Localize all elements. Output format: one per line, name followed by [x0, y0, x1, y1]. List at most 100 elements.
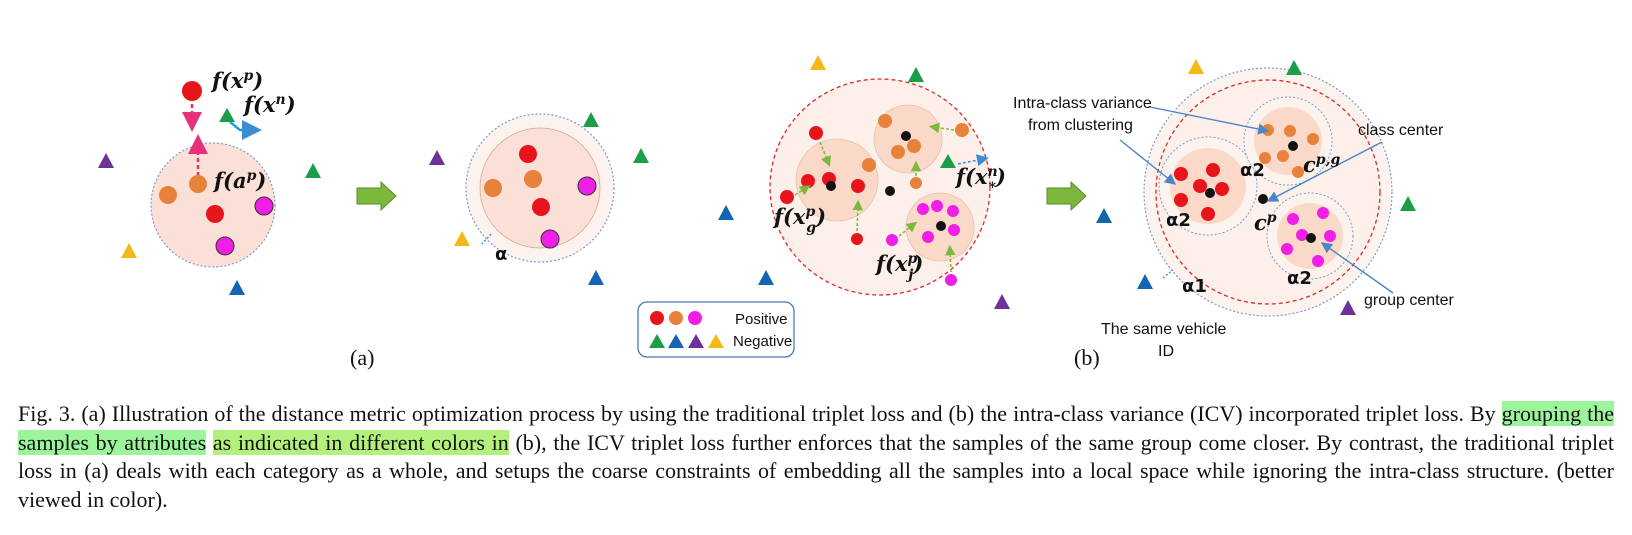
callout-arrow — [1320, 242, 1394, 294]
sample-orange — [955, 123, 969, 137]
group-center — [901, 131, 911, 141]
caption-highlight: as indicated in different colors in — [212, 429, 509, 455]
sample-red — [1206, 163, 1220, 177]
label-class-center: class center — [1358, 122, 1444, 139]
sample-red — [1215, 182, 1229, 196]
legend: Positive Negative — [637, 301, 795, 358]
pull-arrow — [898, 221, 918, 237]
sample-magenta — [1281, 243, 1293, 255]
label-alpha2: α2 — [1287, 268, 1312, 289]
callout-arrow — [1149, 106, 1270, 135]
sample-red — [1174, 193, 1188, 207]
label-f-xj: f(xp j) — [874, 251, 923, 283]
sample-red — [851, 179, 865, 193]
class-region — [150, 142, 276, 268]
sample-orange — [907, 139, 921, 153]
negative-green — [583, 112, 599, 127]
class-center — [1258, 194, 1268, 204]
caption-text — [206, 430, 213, 455]
sample-orange — [1292, 166, 1304, 178]
legend-red-dot — [650, 311, 664, 325]
negative-yellow — [121, 243, 137, 258]
sample-magenta — [931, 200, 943, 212]
negative-purple — [98, 153, 114, 168]
negative-blue — [1137, 274, 1153, 289]
sample-orange — [878, 114, 892, 128]
transition-arrow — [1046, 180, 1087, 212]
group-center — [826, 181, 836, 191]
label-f-xstar: f(xn *) — [954, 164, 1006, 196]
legend-magenta-dot — [688, 311, 702, 325]
negative-blue — [758, 270, 774, 285]
label-intra-class-line2: from clustering — [1028, 117, 1133, 134]
negative-yellow — [1188, 59, 1204, 74]
sample-red — [1193, 179, 1207, 193]
positive-magenta — [540, 229, 560, 249]
sample-magenta — [922, 231, 934, 243]
sample-orange — [1259, 152, 1271, 164]
legend-yellow-tri — [708, 334, 724, 348]
sample-magenta — [1296, 229, 1308, 241]
negative-purple — [1340, 300, 1356, 315]
group-center — [936, 221, 946, 231]
label-c-pg: cp,g — [1303, 152, 1340, 177]
positive-red — [532, 198, 550, 216]
positive-red — [519, 145, 537, 163]
label-alpha: α — [495, 244, 507, 265]
sample-red — [1201, 207, 1215, 221]
negative-green — [305, 163, 321, 178]
anchor-orange — [189, 175, 207, 193]
sample-magenta — [1324, 230, 1336, 242]
label-f-xp: f(xp) — [210, 68, 263, 93]
legend-negative: Negative — [733, 333, 792, 350]
positive-sample-red — [182, 81, 202, 101]
group-center — [1288, 141, 1298, 151]
negative-purple — [994, 294, 1010, 309]
sample-orange — [862, 158, 876, 172]
label-alpha1: α1 — [1182, 276, 1207, 297]
sample-orange — [1307, 133, 1319, 145]
positive-magenta — [215, 236, 235, 256]
label-same-vehicle-line2: ID — [1158, 343, 1174, 360]
sample-magenta — [886, 234, 898, 246]
positive-magenta — [254, 196, 274, 216]
callout-arrow — [1119, 139, 1177, 185]
positive-red — [206, 205, 224, 223]
negative-yellow — [810, 55, 826, 70]
sample-magenta — [917, 203, 929, 215]
sample-red — [780, 190, 794, 204]
panel-b-after: Intra-class variance from clustering cla… — [1013, 59, 1455, 360]
positive-orange — [159, 186, 177, 204]
sample-red — [801, 174, 815, 188]
push-arrow — [229, 120, 262, 140]
pull-arrow — [819, 141, 831, 167]
positive-orange — [524, 170, 542, 188]
panel-a-before: f(xp) f(xn) f(ap) — [98, 68, 321, 295]
transition-arrow — [356, 180, 397, 212]
figure-caption: Fig. 3. (a) Illustration of the distance… — [18, 400, 1614, 514]
caption-text: (b), the ICV triplet loss further enforc… — [18, 429, 1615, 512]
sample-orange — [1277, 150, 1289, 162]
label-alpha2: α2 — [1166, 210, 1191, 231]
negative-blue — [588, 270, 604, 285]
sample-magenta — [1317, 207, 1329, 219]
subfigure-label-a: (a) — [350, 345, 374, 370]
label-f-xg: f(xp g) — [772, 204, 826, 236]
sample-magenta — [945, 274, 957, 286]
group-center — [1205, 188, 1215, 198]
label-intra-class-line1: Intra-class variance — [1013, 95, 1152, 112]
label-f-xn: f(xn) — [242, 92, 296, 117]
legend-purple-tri — [688, 334, 704, 348]
negative-blue — [718, 205, 734, 220]
push-arrow — [957, 154, 989, 167]
sample-orange — [1284, 125, 1296, 137]
positive-orange — [484, 179, 502, 197]
panel-a-after: α — [429, 112, 649, 285]
label-f-ap: f(ap) — [212, 168, 266, 193]
panel-b-before: f(xp g) f(xp j) f(xn *) — [718, 55, 1010, 309]
negative-green — [1400, 196, 1416, 211]
legend-blue-tri — [668, 334, 684, 348]
pull-arrow — [944, 244, 956, 273]
negative-green — [1286, 60, 1302, 75]
class-center — [885, 186, 895, 196]
